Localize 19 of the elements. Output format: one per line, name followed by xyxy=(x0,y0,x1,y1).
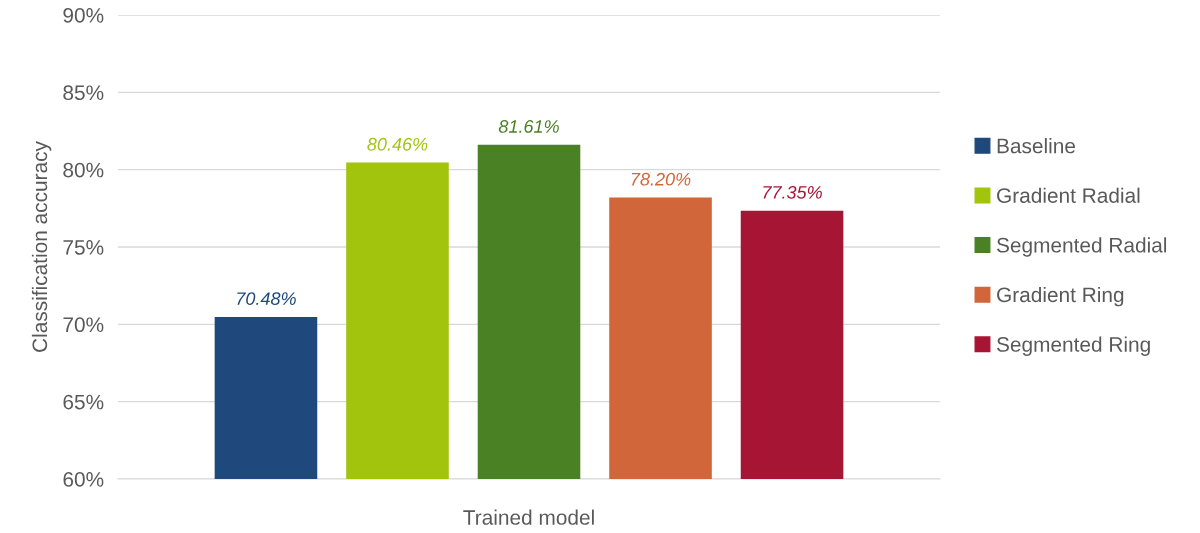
y-tick-label: 60% xyxy=(63,472,104,487)
y-axis-title: Classification accuracy xyxy=(31,141,52,352)
data-label: 70.48% xyxy=(237,292,296,306)
y-tick-label: 90% xyxy=(63,8,104,23)
legend-label: Segmented Ring xyxy=(996,336,1150,356)
legend-label: Gradient Ring xyxy=(997,286,1124,307)
x-axis-title: Trained model xyxy=(463,509,594,525)
y-tick-label: 75% xyxy=(63,240,104,255)
legend-label: Gradient Radial xyxy=(997,187,1140,203)
y-tick-label: 65% xyxy=(63,394,104,410)
y-tick-label: 70% xyxy=(63,317,104,333)
data-label: 78.20% xyxy=(631,172,691,186)
y-tick-label: 85% xyxy=(63,85,104,101)
data-label: 80.46% xyxy=(367,137,428,151)
legend-label: Baseline xyxy=(997,138,1076,154)
data-label: 77.35% xyxy=(763,185,822,199)
y-tick-label: 80% xyxy=(63,162,104,178)
legend-label: Segmented Radial xyxy=(996,237,1167,257)
data-label: 81.61% xyxy=(498,120,559,133)
